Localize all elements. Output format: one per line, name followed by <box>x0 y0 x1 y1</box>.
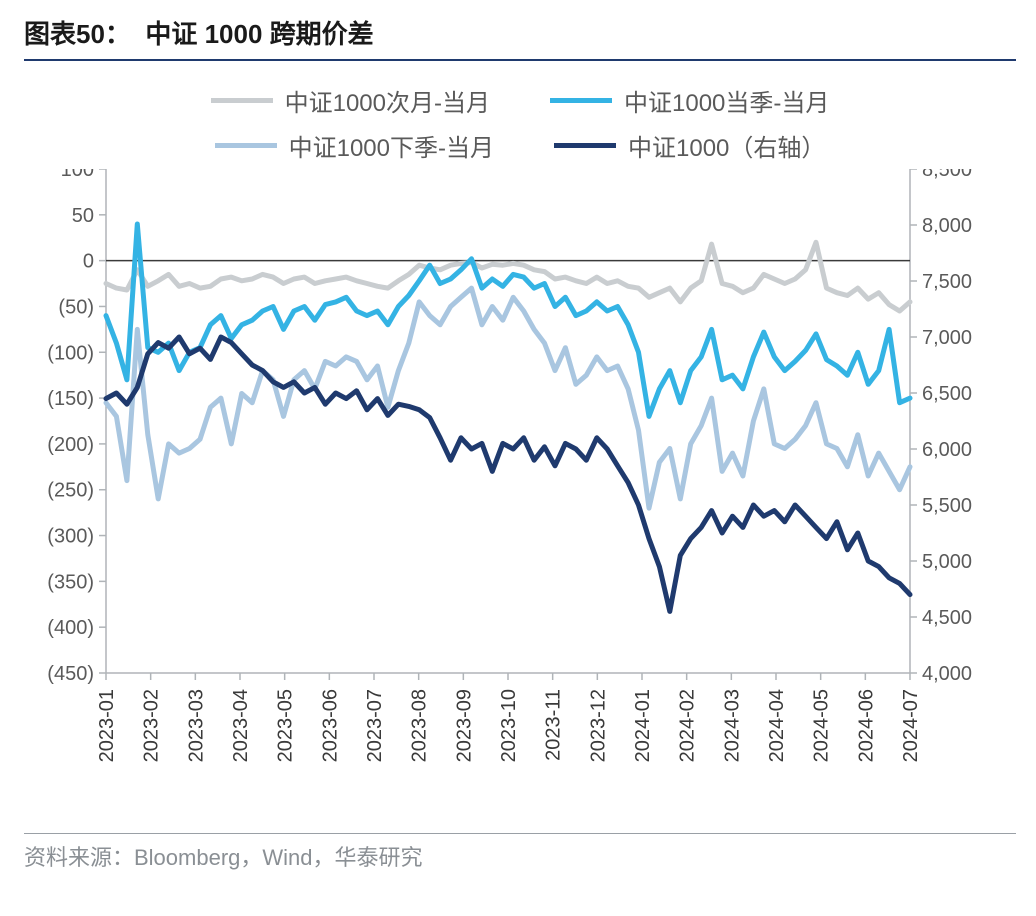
legend-item: 中证1000次月-当月 <box>211 83 490 118</box>
svg-text:2024-02: 2024-02 <box>677 689 699 762</box>
svg-text:8,500: 8,500 <box>922 169 972 181</box>
svg-text:2023-05: 2023-05 <box>275 689 297 762</box>
svg-text:2023-06: 2023-06 <box>319 689 341 762</box>
svg-text:2023-10: 2023-10 <box>498 689 520 762</box>
legend-label: 中证1000（右轴） <box>628 128 825 163</box>
svg-text:(300): (300) <box>47 526 94 548</box>
svg-text:(450): (450) <box>47 663 94 685</box>
svg-text:2023-02: 2023-02 <box>141 689 163 762</box>
title-prefix: 图表50： <box>24 14 131 51</box>
chart-legend: 中证1000次月-当月 中证1000当季-当月中证1000下季-当月 中证1000（… <box>90 61 950 169</box>
svg-text:2023-08: 2023-08 <box>409 689 431 762</box>
source-text: 资料来源：Bloomberg，Wind，华泰研究 <box>24 834 1016 872</box>
legend-swatch <box>215 143 277 148</box>
legend-label: 中证1000当季-当月 <box>624 83 829 118</box>
svg-text:(400): (400) <box>47 617 94 639</box>
figure-container: 图表50： 中证 1000 跨期价差 中证1000次月-当月 中证1000当季-当… <box>0 0 1036 916</box>
svg-text:2024-07: 2024-07 <box>900 689 922 762</box>
svg-text:(250): (250) <box>47 480 94 502</box>
svg-text:2023-12: 2023-12 <box>587 689 609 762</box>
chart-plot: 100 50 0 (50) (100) (150) (200) (250) (300) (350)… <box>24 169 1016 829</box>
svg-text:100: 100 <box>61 169 94 181</box>
svg-text:50: 50 <box>72 205 94 227</box>
chart-svg: 100 50 0 (50) (100) (150) (200) (250) (300) (350)… <box>24 169 1016 829</box>
svg-text:2023-09: 2023-09 <box>453 689 475 762</box>
svg-text:(150): (150) <box>47 388 94 410</box>
chart-title: 图表50： 中证 1000 跨期价差 <box>24 14 1016 57</box>
svg-text:4,000: 4,000 <box>922 663 972 685</box>
title-main: 中证 1000 跨期价差 <box>145 14 373 51</box>
svg-text:8,000: 8,000 <box>922 215 972 237</box>
svg-text:2024-06: 2024-06 <box>855 689 877 762</box>
svg-text:4,500: 4,500 <box>922 607 972 629</box>
svg-text:(350): (350) <box>47 571 94 593</box>
legend-label: 中证1000次月-当月 <box>285 83 490 118</box>
svg-text:7,500: 7,500 <box>922 271 972 293</box>
svg-text:2023-03: 2023-03 <box>185 689 207 762</box>
legend-label: 中证1000下季-当月 <box>289 128 494 163</box>
svg-text:2024-05: 2024-05 <box>811 689 833 762</box>
svg-text:2024-04: 2024-04 <box>766 689 788 762</box>
legend-swatch <box>550 98 612 103</box>
legend-swatch <box>211 98 273 103</box>
svg-text:7,000: 7,000 <box>922 327 972 349</box>
svg-text:6,500: 6,500 <box>922 383 972 405</box>
svg-text:2024-03: 2024-03 <box>721 689 743 762</box>
legend-swatch <box>554 143 616 148</box>
svg-text:6,000: 6,000 <box>922 439 972 461</box>
svg-text:(100): (100) <box>47 342 94 364</box>
svg-text:2023-04: 2023-04 <box>230 689 252 762</box>
svg-text:(200): (200) <box>47 434 94 456</box>
svg-text:2023-11: 2023-11 <box>543 689 565 761</box>
svg-text:5,500: 5,500 <box>922 495 972 517</box>
svg-text:(50): (50) <box>58 296 94 318</box>
svg-text:2023-01: 2023-01 <box>96 689 118 762</box>
legend-item: 中证1000（右轴） <box>554 128 825 163</box>
legend-item: 中证1000下季-当月 <box>215 128 494 163</box>
svg-text:2023-07: 2023-07 <box>364 689 386 762</box>
svg-text:5,000: 5,000 <box>922 551 972 573</box>
svg-text:0: 0 <box>83 251 94 273</box>
svg-text:2024-01: 2024-01 <box>632 689 654 762</box>
legend-item: 中证1000当季-当月 <box>550 83 829 118</box>
